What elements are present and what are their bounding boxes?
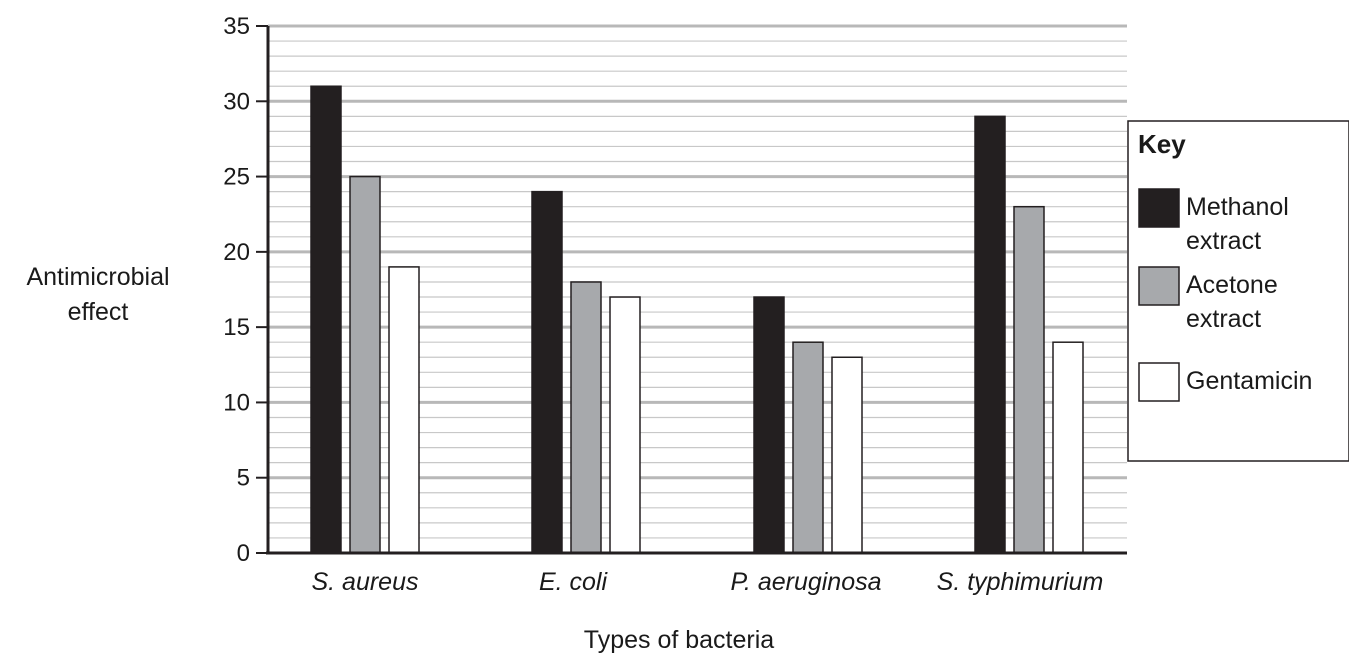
bar: [792, 341, 824, 554]
y-tick-label: 15: [223, 314, 250, 341]
y-tick-label: 0: [237, 540, 250, 567]
x-axis-label: Types of bacteria: [584, 626, 774, 654]
bar: [753, 296, 785, 554]
bars: [310, 85, 1084, 554]
bar: [1052, 341, 1084, 554]
x-tick-label: E. coli: [539, 568, 609, 596]
legend-label: extract: [1186, 227, 1261, 255]
bar: [1013, 205, 1045, 554]
x-tick-label: S. typhimurium: [937, 568, 1104, 596]
legend-label: Acetone: [1186, 271, 1278, 299]
legend-swatch: [1138, 362, 1180, 402]
y-tick-label: 20: [223, 239, 250, 266]
y-tick-labels: 0 5 10 15 20 25 30 35: [223, 13, 268, 567]
legend-label: Gentamicin: [1186, 367, 1312, 395]
bar: [388, 266, 420, 554]
legend-label: extract: [1186, 305, 1261, 333]
y-tick-label: 25: [223, 164, 250, 191]
bar: [609, 296, 641, 554]
x-tick-label: S. aureus: [311, 568, 418, 596]
x-tick-labels: S. aureus E. coli P. aeruginosa S. typhimur…: [311, 568, 1103, 596]
bar: [349, 175, 381, 554]
legend: Key Methanol extract Acetone extract Gentami…: [1127, 120, 1349, 462]
y-tick-label: 35: [223, 13, 250, 40]
x-tick-label: P. aeruginosa: [730, 568, 881, 596]
legend-title: Key: [1138, 129, 1186, 159]
axes: [266, 26, 1127, 555]
bar: [570, 281, 602, 554]
bar: [531, 190, 563, 554]
y-tick-label: 10: [223, 389, 250, 416]
y-tick-label: 30: [223, 88, 250, 115]
bar: [974, 115, 1006, 554]
legend-swatch: [1138, 188, 1180, 228]
y-tick-label: 5: [237, 465, 250, 492]
y-axis-label-line-1: Antimicrobial: [26, 263, 169, 291]
bar: [310, 85, 342, 554]
y-axis-label-line-2: effect: [68, 298, 129, 326]
legend-swatch: [1138, 266, 1180, 306]
legend-label: Methanol: [1186, 193, 1289, 221]
bar: [831, 356, 863, 554]
